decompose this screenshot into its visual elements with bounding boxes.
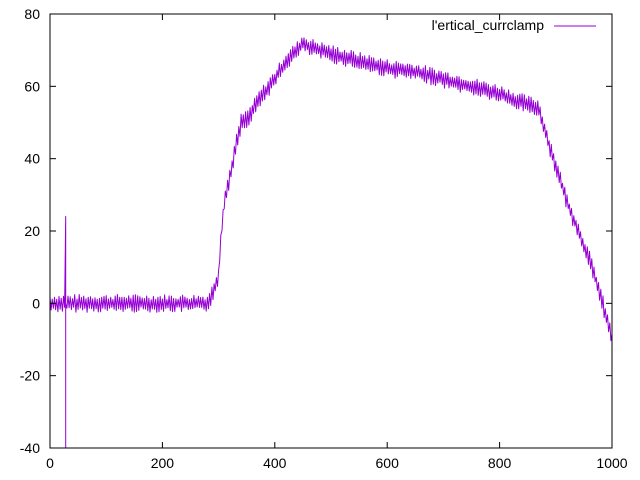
x-tick-label: 600 [376,455,400,471]
plot-frame [49,13,613,449]
x-tick-label: 0 [46,455,54,471]
y-tick-label: 60 [24,78,40,94]
x-tick-label: 200 [151,455,175,471]
series-line [49,37,613,449]
y-tick-label: 80 [24,6,40,22]
x-axis: 0 200 400 600 800 1000 [46,14,628,471]
y-tick-label: 40 [24,151,40,167]
y-axis: -40 -20 0 20 40 60 80 [20,6,612,456]
legend-label: l'ertical_currclamp [432,17,545,33]
series-layer [49,37,613,449]
x-tick-label: 400 [263,455,287,471]
legend: l'ertical_currclamp [432,17,596,33]
y-tick-label: -20 [20,368,40,384]
y-tick-label: 20 [24,223,40,239]
x-tick-label: 800 [488,455,512,471]
y-tick-label: 0 [32,295,40,311]
y-tick-label: -40 [20,440,40,456]
x-tick-label: 1000 [596,455,627,471]
